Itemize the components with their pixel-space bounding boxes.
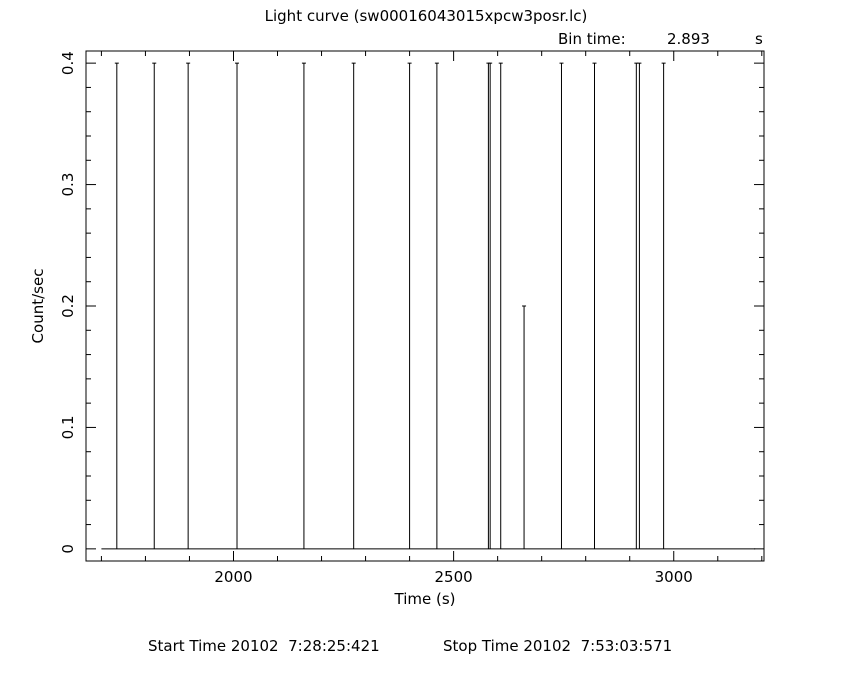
- bin-time-unit: s: [755, 30, 763, 48]
- x-tick-label: 2500: [435, 568, 473, 586]
- x-tick-label: 3000: [655, 568, 693, 586]
- y-axis-label: Count/sec: [29, 269, 47, 344]
- spikes-layer: [101, 62, 756, 550]
- x-tick-label: 2000: [214, 568, 252, 586]
- y-tick-label: 0.1: [59, 415, 77, 439]
- y-tick-label: 0: [59, 544, 77, 554]
- chart-title: Light curve (sw00016043015xpcw3posr.lc): [265, 7, 588, 25]
- start-time: Start Time 20102 7:28:25:421: [148, 637, 380, 655]
- y-tick-label: 0.4: [59, 51, 77, 75]
- bin-time-value: 2.893: [667, 30, 710, 48]
- ticks-layer: 2000 2500 3000 0 0.1 0.2 0.3 0.4: [59, 51, 764, 586]
- x-axis-label: Time (s): [394, 590, 456, 608]
- y-tick-label: 0.3: [59, 173, 77, 197]
- y-tick-label: 0.2: [59, 294, 77, 318]
- stop-time: Stop Time 20102 7:53:03:571: [443, 637, 672, 655]
- bin-time-label: Bin time:: [558, 30, 626, 48]
